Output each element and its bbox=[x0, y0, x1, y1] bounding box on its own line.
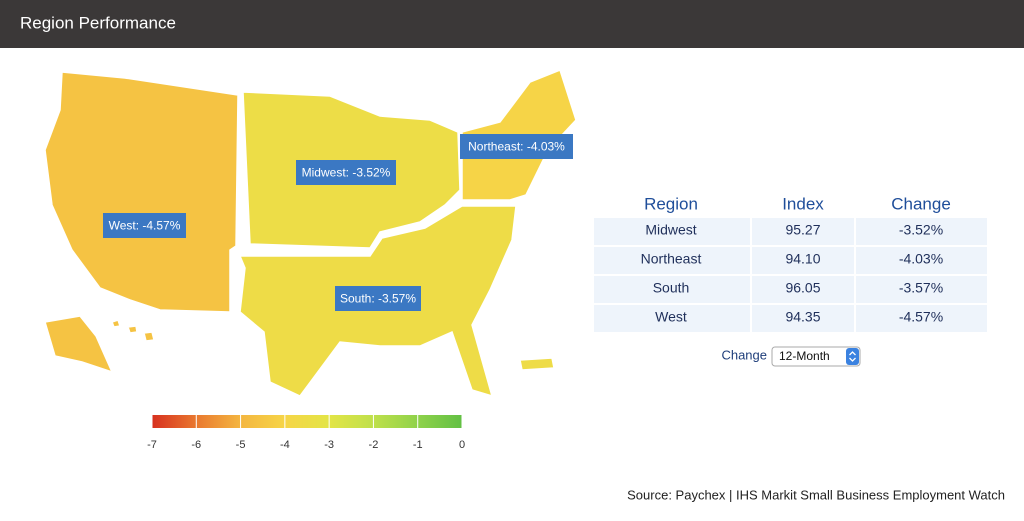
legend: -7 -6 -5 -4 -3 -2 -1 0 bbox=[147, 415, 465, 451]
select-value[interactable]: 12-Month bbox=[779, 349, 830, 363]
table-cell bbox=[856, 305, 987, 332]
region-label: Northeast: -4.03% bbox=[468, 140, 565, 154]
source: Source: Paychex | IHS Markit Small Busin… bbox=[627, 487, 1005, 502]
table-cell-text: -4.03% bbox=[899, 251, 943, 267]
table-header: Region bbox=[644, 194, 698, 213]
table-cell-text: -4.57% bbox=[899, 309, 943, 325]
select-box[interactable] bbox=[771, 346, 861, 367]
region-shape bbox=[143, 331, 155, 342]
select-arrow[interactable] bbox=[846, 348, 859, 365]
table-cell-text: -3.57% bbox=[899, 280, 943, 296]
region-label: Midwest: -3.52% bbox=[302, 166, 391, 180]
region-label-box bbox=[335, 286, 421, 311]
table-cell bbox=[594, 247, 750, 274]
region-label: South: -3.57% bbox=[340, 292, 416, 306]
control-label: Change bbox=[721, 347, 767, 362]
table-cell-text: 95.27 bbox=[785, 222, 820, 238]
table-header: Change bbox=[891, 194, 951, 213]
legend-tick-label: 0 bbox=[459, 439, 465, 451]
table-cell bbox=[856, 218, 987, 245]
table-cell bbox=[594, 276, 750, 303]
region-shape bbox=[519, 357, 555, 371]
table-cell bbox=[752, 247, 854, 274]
legend-tick-label: -7 bbox=[147, 439, 157, 451]
header-title: Region Performance bbox=[20, 13, 176, 32]
period-select[interactable]: 12-Month bbox=[771, 346, 861, 367]
region-label-box bbox=[460, 134, 573, 159]
region-shape bbox=[126, 325, 138, 334]
table-cell-text: -3.52% bbox=[899, 222, 943, 238]
region-label-box bbox=[103, 213, 186, 238]
table-cell-text: Midwest bbox=[645, 222, 696, 238]
table-header: Index bbox=[782, 194, 824, 213]
legend-tick-label: -2 bbox=[369, 439, 379, 451]
region-shape bbox=[44, 315, 114, 374]
legend-tick-label: -1 bbox=[413, 439, 423, 451]
table-cell-text: South bbox=[653, 280, 690, 296]
map: West: -4.57% Midwest: -3.52% South: -3.57%… bbox=[44, 69, 577, 398]
legend-tick-label: -6 bbox=[191, 439, 201, 451]
table-cell bbox=[856, 247, 987, 274]
table-cell-text: Northeast bbox=[641, 251, 702, 267]
table-cell-text: 94.10 bbox=[785, 251, 820, 267]
table-cell bbox=[752, 276, 854, 303]
table-cell bbox=[752, 218, 854, 245]
table-cell-text: 96.05 bbox=[785, 280, 820, 296]
region-label: West: -4.57% bbox=[109, 219, 181, 233]
region-shape bbox=[111, 319, 121, 328]
legend-tick-label: -3 bbox=[324, 439, 334, 451]
table-cell bbox=[856, 276, 987, 303]
header-bar bbox=[0, 0, 1024, 48]
table-cell-text: West bbox=[655, 309, 687, 325]
table-cell bbox=[594, 305, 750, 332]
table: Region Index Change Midwest 95.27 -3.52% North… bbox=[594, 194, 987, 332]
table-cell bbox=[752, 305, 854, 332]
table-cell bbox=[594, 218, 750, 245]
region-shape bbox=[44, 71, 239, 313]
region-label-box bbox=[296, 160, 396, 185]
legend-tick-label: -4 bbox=[280, 439, 290, 451]
legend-tick-label: -5 bbox=[236, 439, 246, 451]
legend-bar bbox=[152, 415, 462, 428]
select-arrow-icon bbox=[849, 351, 856, 362]
table-cell-text: 94.35 bbox=[785, 309, 820, 325]
